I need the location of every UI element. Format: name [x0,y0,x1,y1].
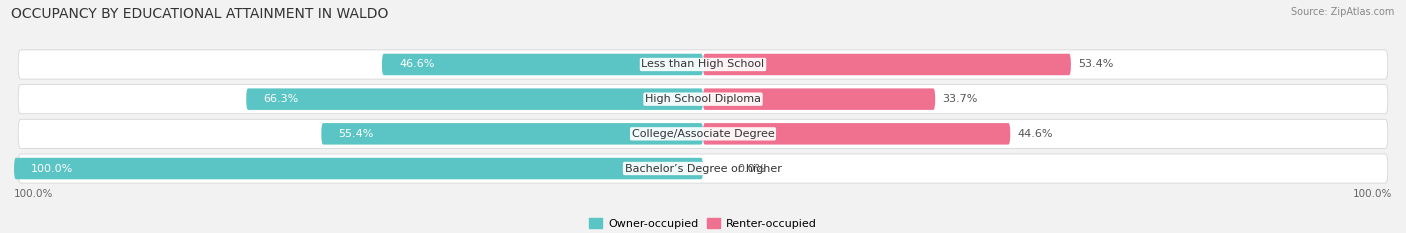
FancyBboxPatch shape [18,154,1388,183]
Legend: Owner-occupied, Renter-occupied: Owner-occupied, Renter-occupied [585,214,821,233]
FancyBboxPatch shape [14,158,703,179]
Text: High School Diploma: High School Diploma [645,94,761,104]
Text: 55.4%: 55.4% [339,129,374,139]
Text: 100.0%: 100.0% [1353,189,1392,199]
Text: Bachelor’s Degree or higher: Bachelor’s Degree or higher [624,164,782,174]
FancyBboxPatch shape [246,88,703,110]
FancyBboxPatch shape [18,85,1388,114]
FancyBboxPatch shape [703,54,1071,75]
Text: 53.4%: 53.4% [1078,59,1114,69]
FancyBboxPatch shape [322,123,703,145]
FancyBboxPatch shape [18,119,1388,148]
FancyBboxPatch shape [18,50,1388,79]
Text: 44.6%: 44.6% [1017,129,1053,139]
Text: 100.0%: 100.0% [31,164,73,174]
Text: OCCUPANCY BY EDUCATIONAL ATTAINMENT IN WALDO: OCCUPANCY BY EDUCATIONAL ATTAINMENT IN W… [11,7,388,21]
Text: 0.0%: 0.0% [738,164,766,174]
Text: 66.3%: 66.3% [263,94,298,104]
Text: 100.0%: 100.0% [14,189,53,199]
FancyBboxPatch shape [703,123,1011,145]
FancyBboxPatch shape [703,88,935,110]
Text: Source: ZipAtlas.com: Source: ZipAtlas.com [1291,7,1395,17]
Text: 46.6%: 46.6% [399,59,434,69]
Text: Less than High School: Less than High School [641,59,765,69]
Text: College/Associate Degree: College/Associate Degree [631,129,775,139]
FancyBboxPatch shape [382,54,703,75]
Text: 33.7%: 33.7% [942,94,977,104]
